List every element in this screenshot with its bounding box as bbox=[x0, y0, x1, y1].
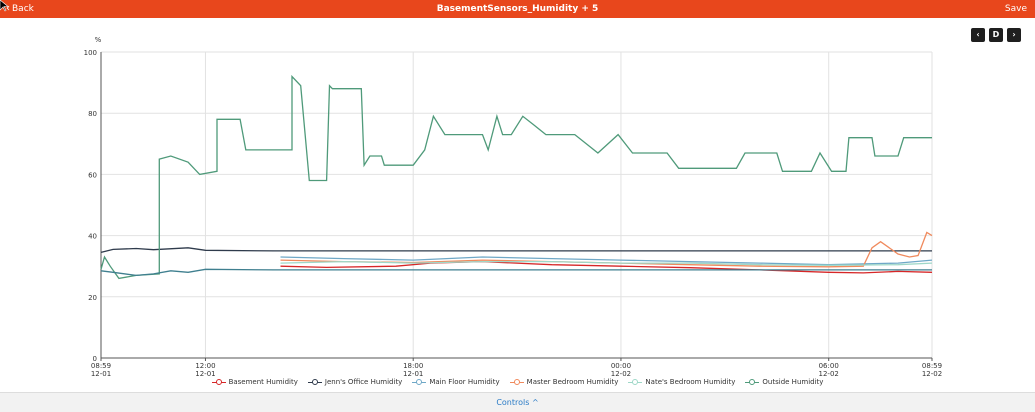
legend-item[interactable]: Nate's Bedroom Humidity bbox=[628, 378, 735, 386]
legend-item[interactable]: Main Floor Humidity bbox=[412, 378, 500, 386]
legend-label: Basement Humidity bbox=[228, 378, 298, 386]
humidity-line-chart: 02040608010008:5912-0112:0012-0118:0012-… bbox=[84, 36, 943, 378]
legend-marker-icon bbox=[412, 378, 427, 386]
legend-marker-icon bbox=[211, 378, 226, 386]
legend-label: Jenn's Office Humidity bbox=[324, 378, 403, 386]
legend-marker-icon bbox=[745, 378, 760, 386]
period-select-button[interactable]: D bbox=[989, 28, 1003, 42]
x-tick-date-label: 12-01 bbox=[403, 370, 423, 378]
mouse-cursor-icon bbox=[0, 0, 9, 12]
y-tick-label: 60 bbox=[88, 171, 97, 179]
x-tick-label: 00:00 bbox=[611, 362, 631, 370]
x-tick-date-label: 12-02 bbox=[922, 370, 942, 378]
x-tick-date-label: 12-02 bbox=[611, 370, 631, 378]
period-controls: ‹ D › bbox=[971, 28, 1021, 42]
y-tick-label: 20 bbox=[88, 294, 97, 302]
legend-item[interactable]: Outside Humidity bbox=[745, 378, 823, 386]
x-tick-label: 18:00 bbox=[403, 362, 423, 370]
legend-label: Master Bedroom Humidity bbox=[526, 378, 619, 386]
chart-legend: Basement Humidity Jenn's Office Humidity M… bbox=[0, 378, 1035, 386]
series-line-2 bbox=[280, 256, 933, 266]
controls-toggle[interactable]: Controls ^ bbox=[0, 392, 1035, 412]
x-tick-date-label: 12-01 bbox=[91, 370, 111, 378]
legend-marker-icon bbox=[628, 378, 643, 386]
back-button[interactable]: ‹ Back bbox=[6, 0, 34, 18]
legend-item[interactable]: Master Bedroom Humidity bbox=[509, 378, 619, 386]
series-line-3 bbox=[280, 231, 933, 268]
previous-period-button[interactable]: ‹ bbox=[971, 28, 985, 42]
x-tick-label: 08:59 bbox=[922, 362, 942, 370]
series-line-5 bbox=[100, 74, 932, 280]
legend-item[interactable]: Basement Humidity bbox=[211, 378, 298, 386]
series-line-6 bbox=[100, 268, 932, 277]
x-tick-label: 06:00 bbox=[819, 362, 839, 370]
legend-label: Main Floor Humidity bbox=[429, 378, 500, 386]
next-period-button[interactable]: › bbox=[1007, 28, 1021, 42]
series-line-0 bbox=[280, 260, 933, 274]
legend-marker-icon bbox=[509, 378, 524, 386]
series-line-1 bbox=[100, 247, 932, 254]
legend-marker-icon bbox=[307, 378, 322, 386]
y-tick-label: 80 bbox=[88, 110, 97, 118]
y-tick-label: 0 bbox=[93, 355, 97, 363]
save-button[interactable]: Save bbox=[1004, 4, 1027, 14]
legend-item[interactable]: Jenn's Office Humidity bbox=[307, 378, 403, 386]
y-tick-label: 40 bbox=[88, 233, 97, 241]
series-line-4 bbox=[280, 260, 933, 266]
x-tick-label: 08:59 bbox=[91, 362, 111, 370]
x-tick-date-label: 12-02 bbox=[819, 370, 839, 378]
back-label: Back bbox=[12, 4, 34, 14]
y-axis-unit-label: % bbox=[95, 36, 102, 44]
legend-label: Outside Humidity bbox=[762, 378, 824, 386]
legend-label: Nate's Bedroom Humidity bbox=[645, 378, 736, 386]
chevron-left-icon: ‹ bbox=[6, 3, 10, 14]
x-tick-label: 12:00 bbox=[195, 362, 215, 370]
x-tick-date-label: 12-01 bbox=[195, 370, 215, 378]
y-tick-label: 100 bbox=[84, 49, 97, 57]
